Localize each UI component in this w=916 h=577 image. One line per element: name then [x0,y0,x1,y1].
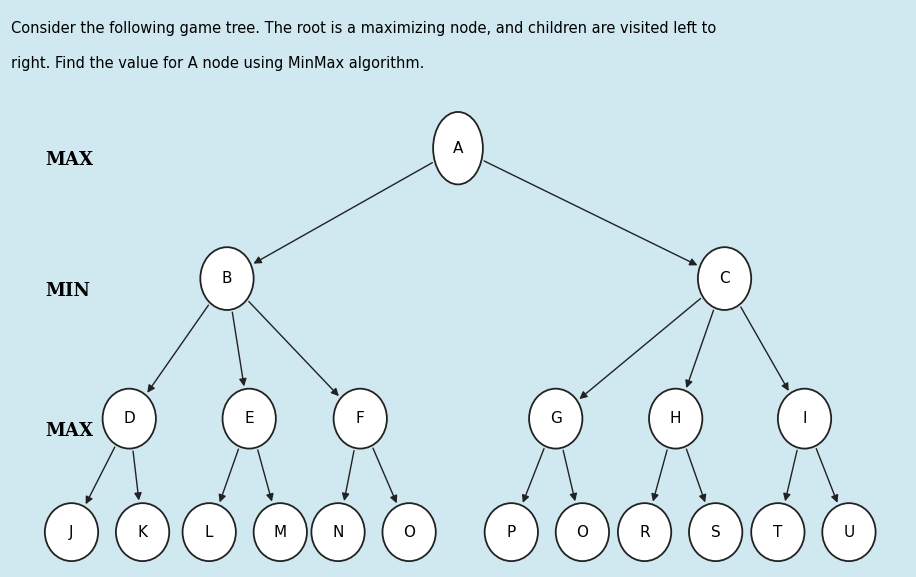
Ellipse shape [182,503,236,561]
Text: Consider the following game tree. The root is a maximizing node, and children ar: Consider the following game tree. The ro… [11,21,716,36]
Text: M: M [274,524,287,539]
Ellipse shape [823,503,876,561]
Text: R: R [639,524,649,539]
Ellipse shape [223,389,276,448]
Ellipse shape [698,247,751,310]
Text: MIN: MIN [45,282,90,299]
Ellipse shape [618,503,671,561]
Text: D: D [124,411,136,426]
Text: E: E [245,411,254,426]
Ellipse shape [201,247,254,310]
Text: N: N [333,524,344,539]
Ellipse shape [556,503,609,561]
Text: C: C [719,271,730,286]
Ellipse shape [333,389,387,448]
Text: I: I [802,411,807,426]
Text: A: A [453,141,463,156]
Text: J: J [70,524,74,539]
Text: P: P [507,524,516,539]
Ellipse shape [649,389,703,448]
Ellipse shape [485,503,538,561]
Text: K: K [137,524,147,539]
Ellipse shape [433,112,483,185]
Ellipse shape [116,503,169,561]
Ellipse shape [311,503,365,561]
Text: O: O [403,524,415,539]
Ellipse shape [254,503,307,561]
Text: H: H [670,411,682,426]
Text: MAX: MAX [45,422,93,440]
Text: F: F [356,411,365,426]
Ellipse shape [751,503,804,561]
Text: U: U [844,524,855,539]
Text: right. Find the value for A node using MinMax algorithm.: right. Find the value for A node using M… [11,55,424,70]
Text: B: B [222,271,233,286]
Ellipse shape [103,389,156,448]
Ellipse shape [529,389,583,448]
Text: O: O [576,524,588,539]
Ellipse shape [45,503,98,561]
Text: S: S [711,524,721,539]
Text: L: L [205,524,213,539]
Ellipse shape [383,503,436,561]
Text: G: G [550,411,562,426]
Text: MAX: MAX [45,151,93,169]
Ellipse shape [778,389,831,448]
Text: T: T [773,524,782,539]
Ellipse shape [689,503,742,561]
